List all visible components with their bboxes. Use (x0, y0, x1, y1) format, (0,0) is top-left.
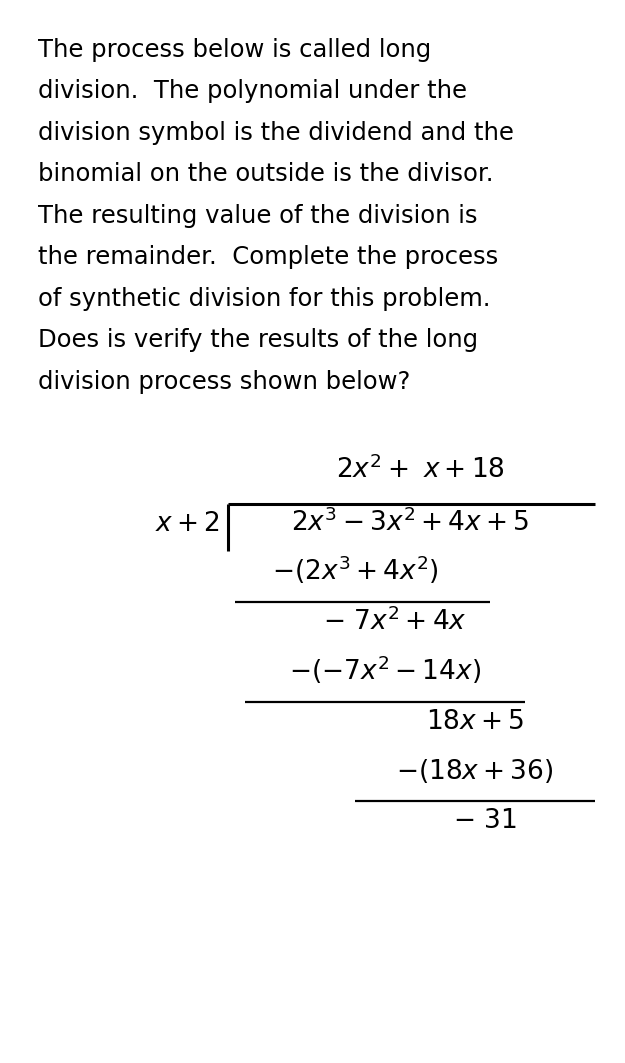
Text: division.  The polynomial under the: division. The polynomial under the (38, 80, 467, 103)
Text: binomial on the outside is the divisor.: binomial on the outside is the divisor. (38, 163, 494, 186)
Text: $2x^3-3x^2+4x+5$: $2x^3-3x^2+4x+5$ (291, 508, 529, 537)
Text: the remainder.  Complete the process: the remainder. Complete the process (38, 246, 498, 270)
Text: The process below is called long: The process below is called long (38, 38, 431, 62)
Text: The resulting value of the division is: The resulting value of the division is (38, 204, 478, 227)
Text: $-(-7x^2-14x)$: $-(-7x^2-14x)$ (289, 653, 481, 686)
Text: $-(2x^3+4x^2)$: $-(2x^3+4x^2)$ (271, 554, 439, 587)
Text: of synthetic division for this problem.: of synthetic division for this problem. (38, 287, 491, 311)
Text: $2x^2+\ x+18$: $2x^2+\ x+18$ (336, 456, 504, 484)
Text: $-(18x+36)$: $-(18x+36)$ (396, 757, 554, 784)
Text: $-\ 31$: $-\ 31$ (453, 810, 517, 834)
Text: $-\ 7x^2+4x$: $-\ 7x^2+4x$ (323, 607, 467, 636)
Text: Does is verify the results of the long: Does is verify the results of the long (38, 328, 478, 353)
Text: division process shown below?: division process shown below? (38, 370, 411, 394)
Text: division symbol is the dividend and the: division symbol is the dividend and the (38, 121, 514, 145)
Text: $18x+5$: $18x+5$ (426, 711, 524, 736)
Text: $x+2$: $x+2$ (155, 512, 220, 537)
